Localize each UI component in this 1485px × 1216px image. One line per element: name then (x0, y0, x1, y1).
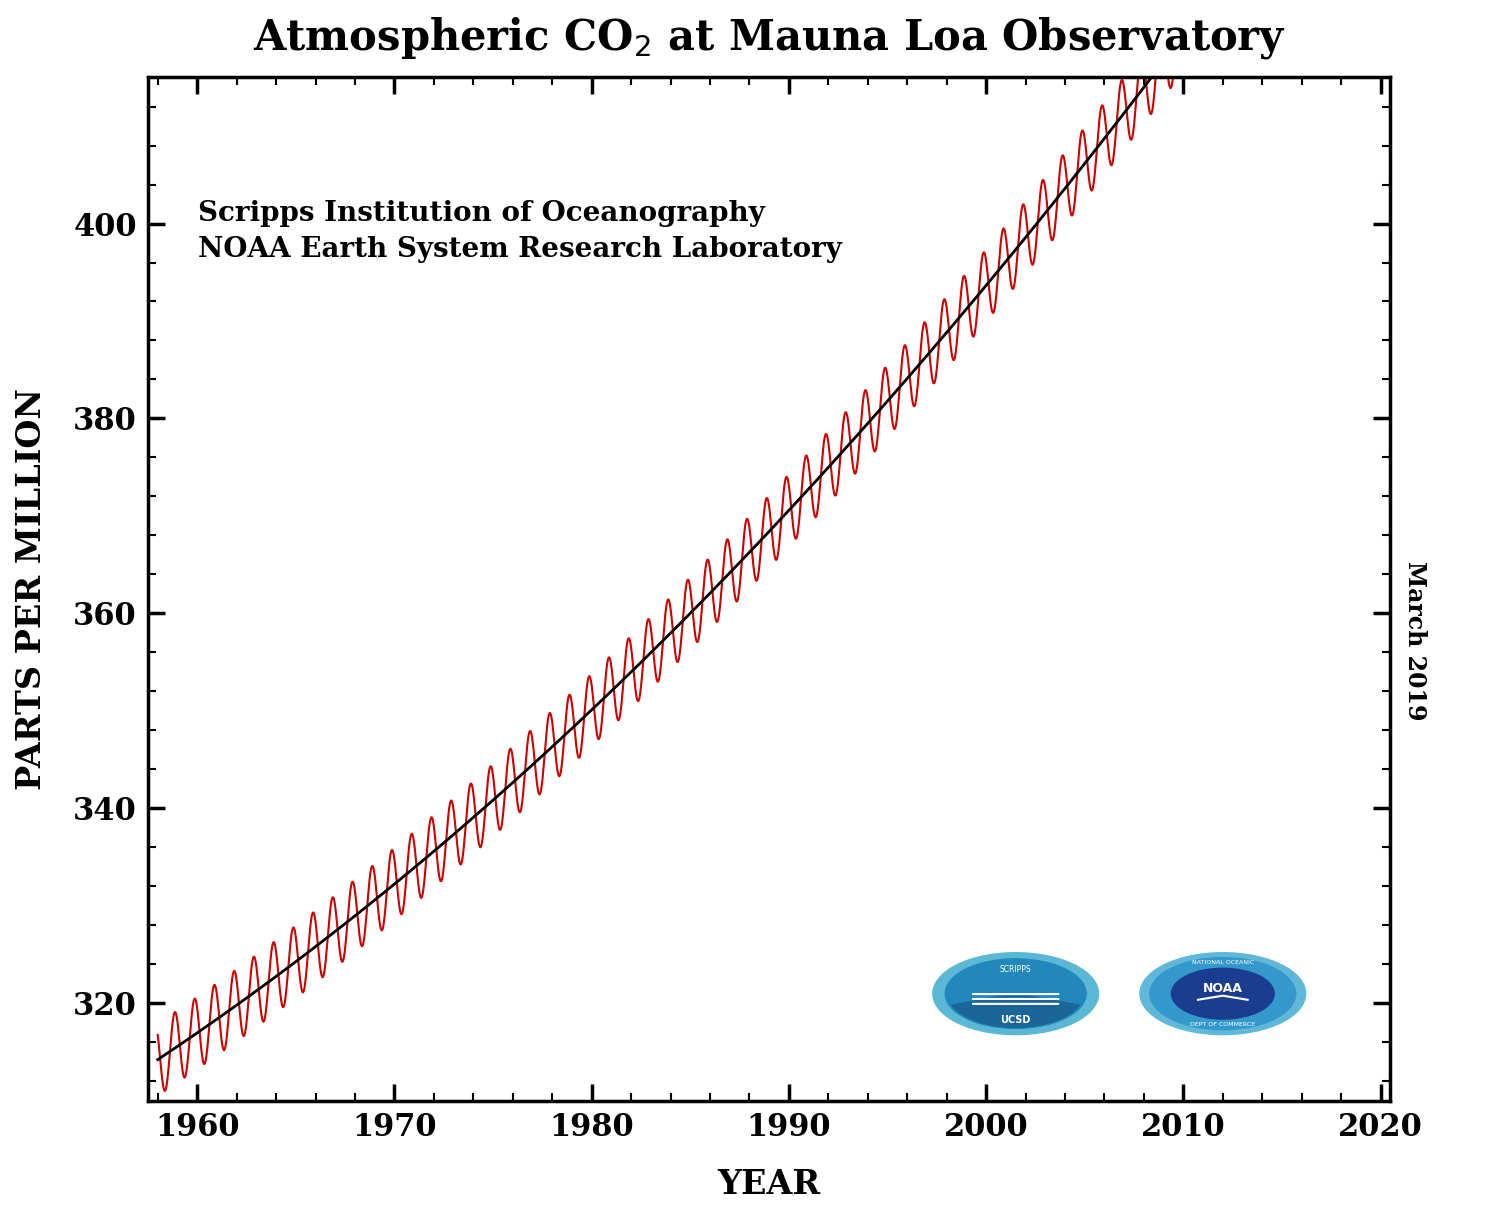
Title: Atmospheric CO$_2$ at Mauna Loa Observatory: Atmospheric CO$_2$ at Mauna Loa Observat… (252, 15, 1286, 61)
Text: DEPT OF COMMERCE: DEPT OF COMMERCE (1189, 1023, 1255, 1028)
Circle shape (1149, 958, 1296, 1030)
Text: March 2019: March 2019 (1403, 561, 1427, 720)
Text: SCRIPPS: SCRIPPS (999, 964, 1032, 974)
Circle shape (1140, 952, 1305, 1035)
Y-axis label: PARTS PER MILLION: PARTS PER MILLION (15, 388, 48, 790)
Circle shape (933, 952, 1099, 1035)
Wedge shape (952, 993, 1080, 1028)
Text: Scripps Institution of Oceanography
NOAA Earth System Research Laboratory: Scripps Institution of Oceanography NOAA… (198, 201, 842, 263)
Circle shape (946, 959, 1086, 1029)
Text: NOAA: NOAA (1203, 983, 1243, 995)
X-axis label: YEAR: YEAR (717, 1169, 821, 1201)
Text: UCSD: UCSD (1001, 1015, 1031, 1025)
Circle shape (1172, 968, 1274, 1019)
Text: NATIONAL OCEANIC: NATIONAL OCEANIC (1191, 961, 1253, 966)
